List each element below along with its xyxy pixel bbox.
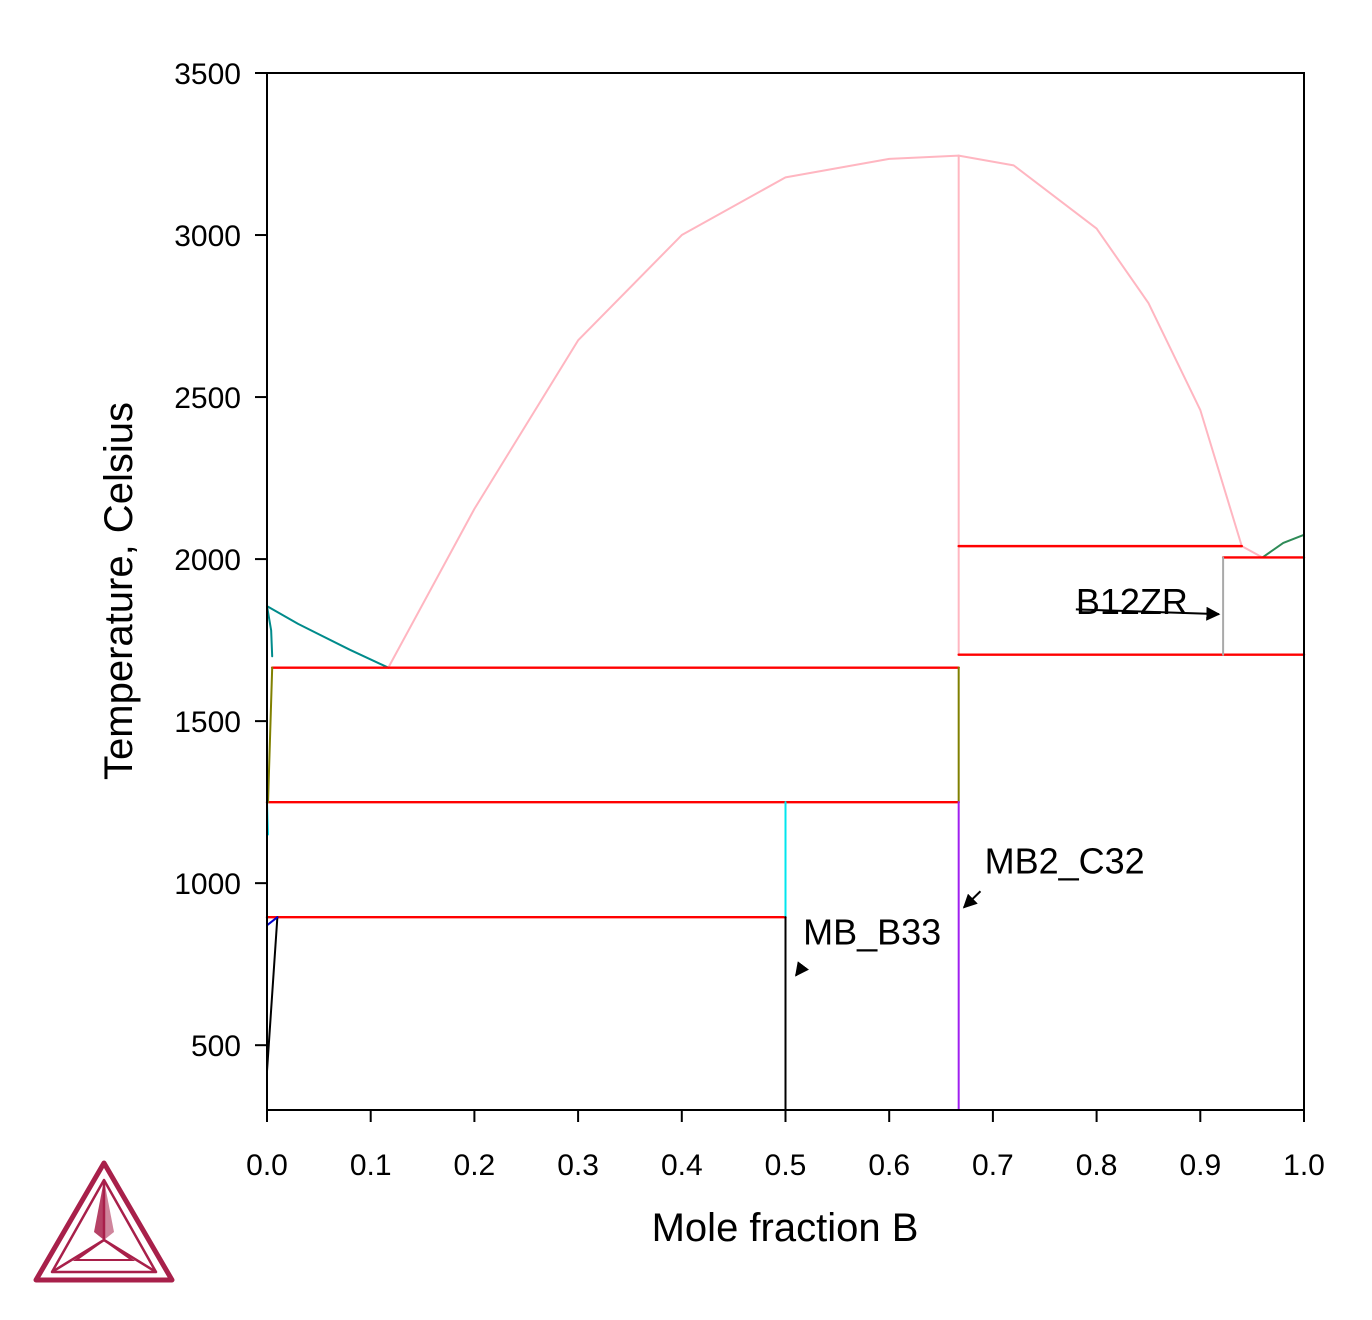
series-line-black-19: [266, 916, 279, 1073]
logo-facet-bottom: [72, 1238, 136, 1261]
annotation-label-b12zr: B12ZR: [1076, 581, 1188, 622]
series-line-olive-13: [267, 666, 274, 804]
logo-inner-triangle: [50, 1178, 158, 1274]
y-tick-label: 2000: [174, 544, 241, 577]
logo-facet-right: [104, 1180, 114, 1240]
y-tick-label: 1000: [174, 868, 241, 901]
y-axis-title: Temperature, Celsius: [97, 402, 141, 780]
y-tick-label: 3000: [174, 220, 241, 253]
data-series-layer: [265, 154, 1306, 1111]
series-line-boron-liquidus-5: [1261, 533, 1305, 559]
series-line-bcc-liquidus-3: [266, 605, 390, 669]
series-line-bcc-liquidus-4: [266, 605, 274, 658]
annotation-arrow-mb-b33: [795, 961, 810, 977]
y-tick-label: 1500: [174, 706, 241, 739]
x-axis-title: Mole fraction B: [652, 1206, 919, 1250]
x-tick-label: 0.4: [661, 1149, 703, 1182]
series-line-liquidus-0: [387, 154, 1243, 669]
x-tick-label: 0.6: [868, 1149, 910, 1182]
annotation-arrow-b12zr: [1075, 606, 1221, 621]
series-line-blue-20: [266, 916, 279, 927]
annotation-label-mb-b33: MB_B33: [803, 912, 941, 953]
x-tick-label: 1.0: [1283, 1149, 1325, 1182]
thermo-calc-logo: [33, 1160, 175, 1283]
y-tick-label: 3500: [174, 58, 241, 91]
y-axis-ticks: 500 1000 1500 2000 2500 3000 3500: [174, 58, 267, 1063]
y-tick-label: 2500: [174, 382, 241, 415]
x-tick-label: 0.9: [1179, 1149, 1221, 1182]
annotation-arrow-mb2-c32: [962, 890, 982, 909]
series-line-liquidus-2: [1240, 545, 1264, 559]
x-tick-label: 0.3: [557, 1149, 599, 1182]
x-axis-ticks: 0.0 0.1 0.2 0.3 0.4 0.5 0.6 0.7 0.8 0.9 1.0: [246, 1110, 1325, 1182]
logo-outer-triangle: [33, 1160, 175, 1283]
y-tick-label: 500: [191, 1030, 241, 1063]
annotation-label-mb2-c32: MB2_C32: [985, 840, 1145, 881]
x-tick-label: 0.8: [1076, 1149, 1118, 1182]
x-tick-label: 0.1: [350, 1149, 392, 1182]
logo-facet-left: [94, 1180, 104, 1240]
x-tick-label: 0.5: [765, 1149, 807, 1182]
x-tick-label: 0.7: [972, 1149, 1014, 1182]
x-tick-label: 0.2: [454, 1149, 496, 1182]
annotation-layer: B12ZR MB2_C32 MB_B33: [795, 581, 1221, 977]
x-tick-label: 0.0: [246, 1149, 288, 1182]
